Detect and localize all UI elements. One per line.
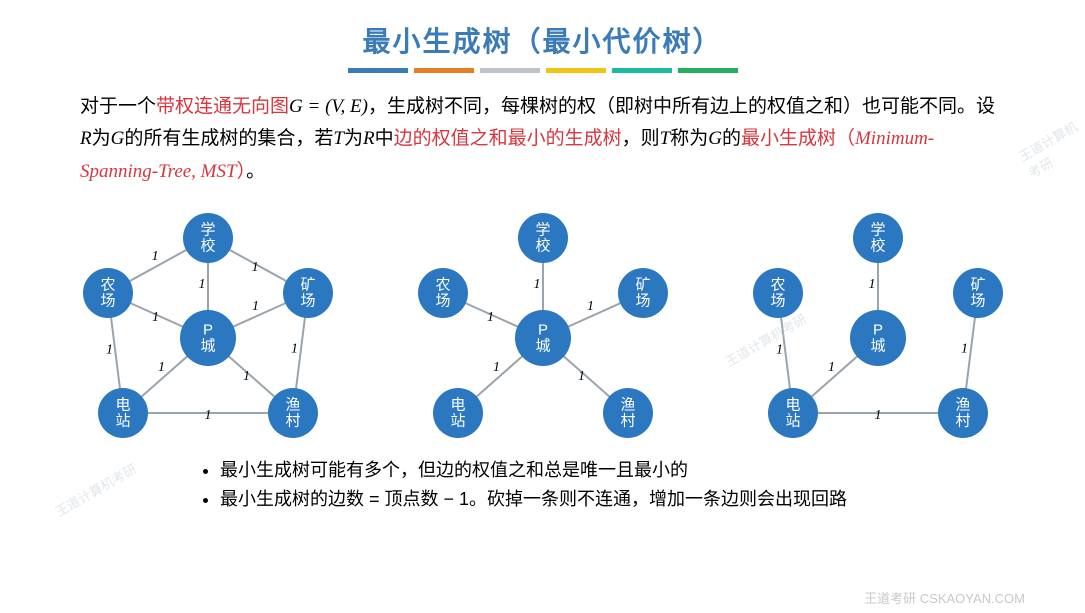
txt-italic: T: [660, 128, 671, 149]
bullet-list: 最小生成树可能有多个，但边的权值之和总是唯一且最小的 最小生成树的边数 = 顶点…: [200, 456, 1085, 514]
txt: 对于一个: [80, 96, 156, 117]
edge-weight-label: 1: [204, 408, 211, 423]
graph-node-label: 站: [115, 412, 130, 429]
edge-weight-label: 1: [776, 343, 783, 358]
edge-weight-label: 1: [291, 341, 298, 356]
txt: 的所有生成树的集合，若: [124, 128, 333, 149]
txt-red: ）: [237, 161, 247, 182]
graph-2: 11111学校农场矿场P城电站渔村: [383, 198, 703, 448]
graph-node-label: P: [202, 321, 212, 338]
edge-weight-label: 1: [874, 408, 881, 423]
bar-2: [414, 68, 474, 73]
watermark: 王道计算机考研: [1015, 116, 1085, 181]
edge-weight-label: 1: [587, 299, 594, 314]
graph-node-label: 矿: [970, 276, 985, 293]
graphs-row: 1111111111学校农场矿场P城电站渔村 11111学校农场矿场P城电站渔村…: [0, 198, 1085, 448]
txt: 为: [344, 128, 363, 149]
txt-red: 最小生成树（: [741, 128, 855, 149]
bullet-item: 最小生成树可能有多个，但边的权值之和总是唯一且最小的: [220, 456, 1085, 485]
txt-italic: G: [708, 128, 722, 149]
txt-red: 带权连通无向图: [156, 96, 289, 117]
graph-node-label: 矿: [635, 276, 650, 293]
bar-6: [678, 68, 738, 73]
txt: ，则: [622, 128, 660, 149]
bar-1: [348, 68, 408, 73]
graph-node-label: 电: [785, 396, 800, 413]
graph-1: 1111111111学校农场矿场P城电站渔村: [48, 198, 368, 448]
edge-weight-label: 1: [868, 277, 875, 292]
graph-node-label: P: [537, 321, 547, 338]
graph-node-label: 学: [870, 221, 885, 238]
txt: ，生成树不同，每棵树的权（即树中所有边上的权值之和）也可能不同。设: [368, 96, 995, 117]
edge-weight-label: 1: [533, 277, 540, 292]
graph-node-label: 校: [200, 237, 215, 254]
txt: 为: [92, 128, 111, 149]
graph-node-label: 村: [620, 412, 635, 429]
edge-weight-label: 1: [106, 343, 113, 358]
edge-weight-label: 1: [493, 360, 500, 375]
bar-4: [546, 68, 606, 73]
edge-weight-label: 1: [152, 310, 159, 325]
txt: 中: [375, 128, 394, 149]
edge-weight-label: 1: [158, 360, 165, 375]
graph-node-label: 场: [635, 292, 650, 309]
graph-node-label: 学: [535, 221, 550, 238]
graph-node-label: 渔: [285, 396, 300, 413]
graph-node-label: 站: [450, 412, 465, 429]
graph-node-label: 农: [770, 276, 785, 293]
watermark: 王道计算机考研: [51, 459, 139, 521]
graph-node-label: 校: [535, 237, 550, 254]
graph-node-label: 场: [770, 292, 785, 309]
txt-italic: R: [80, 128, 92, 149]
graph-node-label: 渔: [955, 396, 970, 413]
page-title: 最小生成树（最小代价树）: [0, 0, 1085, 60]
graph-node-label: 电: [115, 396, 130, 413]
color-bars: [0, 68, 1085, 73]
bar-5: [612, 68, 672, 73]
txt: 称为: [670, 128, 708, 149]
graph-node-label: 渔: [620, 396, 635, 413]
edge-weight-label: 1: [198, 277, 205, 292]
graph-node-label: 农: [100, 276, 115, 293]
edge-weight-label: 1: [578, 369, 585, 384]
edge-weight-label: 1: [243, 369, 250, 384]
graph-node-label: 矿: [300, 276, 315, 293]
graph-node-label: P: [872, 321, 882, 338]
graph-3: 11111学校农场矿场P城电站渔村: [718, 198, 1038, 448]
graph-node-label: 村: [955, 412, 970, 429]
bar-3: [480, 68, 540, 73]
txt-italic: R: [363, 128, 375, 149]
footer-watermark: 王道考研 CSKAOYAN.COM: [864, 588, 1025, 607]
description-text: 对于一个带权连通无向图G = (V, E)，生成树不同，每棵树的权（即树中所有边…: [80, 91, 1005, 188]
graph-node-label: 电: [450, 396, 465, 413]
edge-weight-label: 1: [828, 360, 835, 375]
bullet-item: 最小生成树的边数 = 顶点数 − 1。砍掉一条则不连通，增加一条边则会出现回路: [220, 485, 1085, 514]
edge-weight-label: 1: [251, 260, 258, 275]
graph-node-label: 学: [200, 221, 215, 238]
txt-italic: G: [111, 128, 125, 149]
txt: 的: [722, 128, 741, 149]
graph-node-label: 校: [870, 237, 885, 254]
graph-node-label: 场: [100, 292, 115, 309]
txt-italic: T: [333, 128, 344, 149]
graph-node-label: 场: [300, 292, 315, 309]
graph-node-label: 村: [285, 412, 300, 429]
graph-node-label: 农: [435, 276, 450, 293]
graph-node-label: 场: [970, 292, 985, 309]
graph-node-label: 城: [200, 337, 215, 354]
edge-weight-label: 1: [487, 310, 494, 325]
graph-node-label: 城: [870, 337, 885, 354]
edge-weight-label: 1: [252, 299, 259, 314]
graph-node-label: 场: [435, 292, 450, 309]
txt-red: 边的权值之和最小的生成树: [394, 128, 622, 149]
edge-weight-label: 1: [961, 341, 968, 356]
edge-weight-label: 1: [151, 249, 158, 264]
graph-node-label: 站: [785, 412, 800, 429]
txt: 。: [246, 161, 265, 182]
graph-node-label: 城: [535, 337, 550, 354]
txt-italic: G = (V, E): [289, 96, 368, 117]
